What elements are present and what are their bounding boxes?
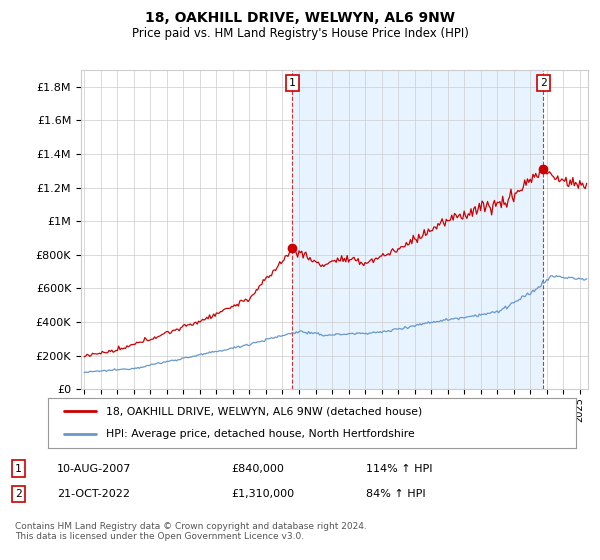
Text: 114% ↑ HPI: 114% ↑ HPI	[366, 464, 433, 474]
Text: 18, OAKHILL DRIVE, WELWYN, AL6 9NW (detached house): 18, OAKHILL DRIVE, WELWYN, AL6 9NW (deta…	[106, 406, 422, 416]
Text: 2: 2	[15, 489, 22, 499]
Text: £1,310,000: £1,310,000	[231, 489, 294, 499]
Text: 2: 2	[540, 78, 547, 88]
Text: 84% ↑ HPI: 84% ↑ HPI	[366, 489, 425, 499]
Text: 21-OCT-2022: 21-OCT-2022	[57, 489, 130, 499]
Text: Contains HM Land Registry data © Crown copyright and database right 2024.
This d: Contains HM Land Registry data © Crown c…	[15, 522, 367, 542]
Text: 18, OAKHILL DRIVE, WELWYN, AL6 9NW: 18, OAKHILL DRIVE, WELWYN, AL6 9NW	[145, 11, 455, 25]
Text: 1: 1	[15, 464, 22, 474]
Text: 10-AUG-2007: 10-AUG-2007	[57, 464, 131, 474]
Text: HPI: Average price, detached house, North Hertfordshire: HPI: Average price, detached house, Nort…	[106, 430, 415, 440]
Text: £840,000: £840,000	[231, 464, 284, 474]
Bar	[292, 70, 544, 389]
Text: 1: 1	[289, 78, 296, 88]
Text: Price paid vs. HM Land Registry's House Price Index (HPI): Price paid vs. HM Land Registry's House …	[131, 27, 469, 40]
